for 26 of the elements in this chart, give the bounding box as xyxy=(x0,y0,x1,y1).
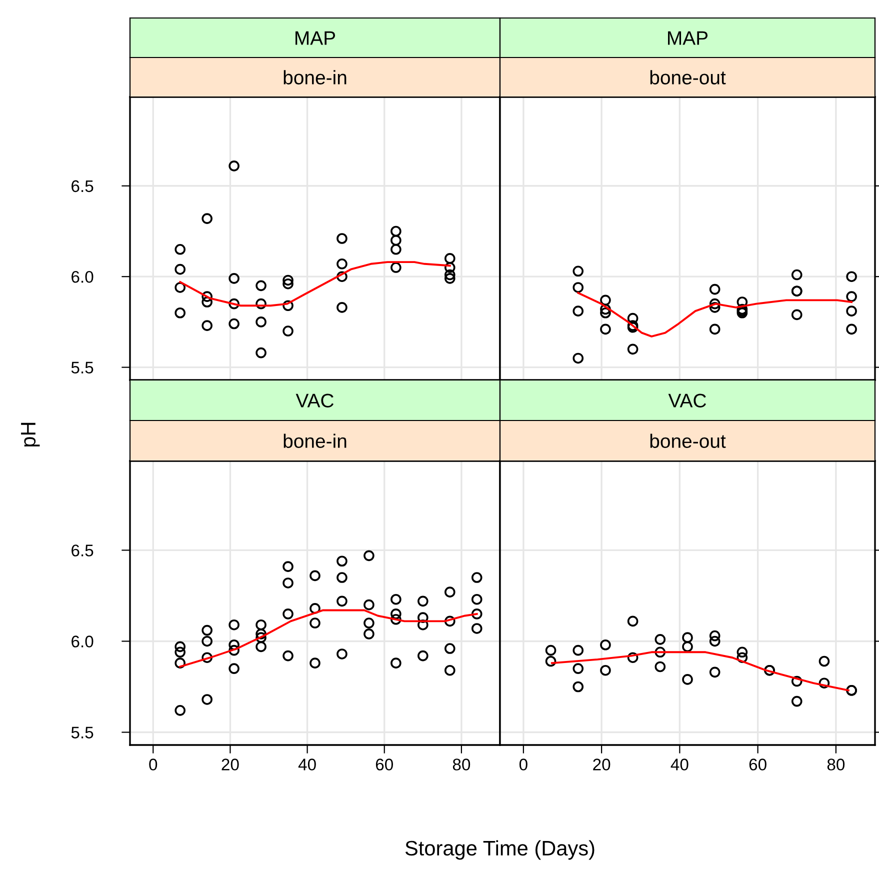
chart-subtitle: bone-out xyxy=(650,70,726,84)
y-tick-label: 6.5 xyxy=(72,180,94,192)
x-axis-title: Storage Time (Days) xyxy=(405,840,594,860)
chart-title: MAP xyxy=(296,31,336,45)
chart-title: MAP xyxy=(668,31,708,45)
x-tick-label: 20 xyxy=(222,758,239,770)
y-axis-title: pH xyxy=(21,422,40,446)
chart-subtitle: bone-out xyxy=(650,434,726,448)
x-tick-label: 60 xyxy=(376,758,393,770)
x-tick-label: 40 xyxy=(298,758,316,770)
y-tick-label: 5.5 xyxy=(71,726,94,738)
chart-subtitle: bone-in xyxy=(284,70,346,84)
chart-subtitle: bone-in xyxy=(284,434,346,448)
y-tick-label: 6.0 xyxy=(72,636,94,648)
x-tick-label: 60 xyxy=(749,758,766,770)
y-tick-label: 6.5 xyxy=(72,544,94,556)
x-tick-label: 20 xyxy=(593,758,610,770)
x-tick-label: 40 xyxy=(670,758,688,770)
x-tick-label: 0 xyxy=(519,758,528,770)
x-tick-label: 80 xyxy=(452,758,470,770)
x-tick-label: 80 xyxy=(827,758,845,770)
y-tick-label: 6.0 xyxy=(72,270,94,283)
x-tick-label: 0 xyxy=(149,758,158,770)
y-tick-label: 5.5 xyxy=(71,362,94,374)
chart-title: VAC xyxy=(296,394,334,408)
chart-title: VAC xyxy=(668,394,706,408)
